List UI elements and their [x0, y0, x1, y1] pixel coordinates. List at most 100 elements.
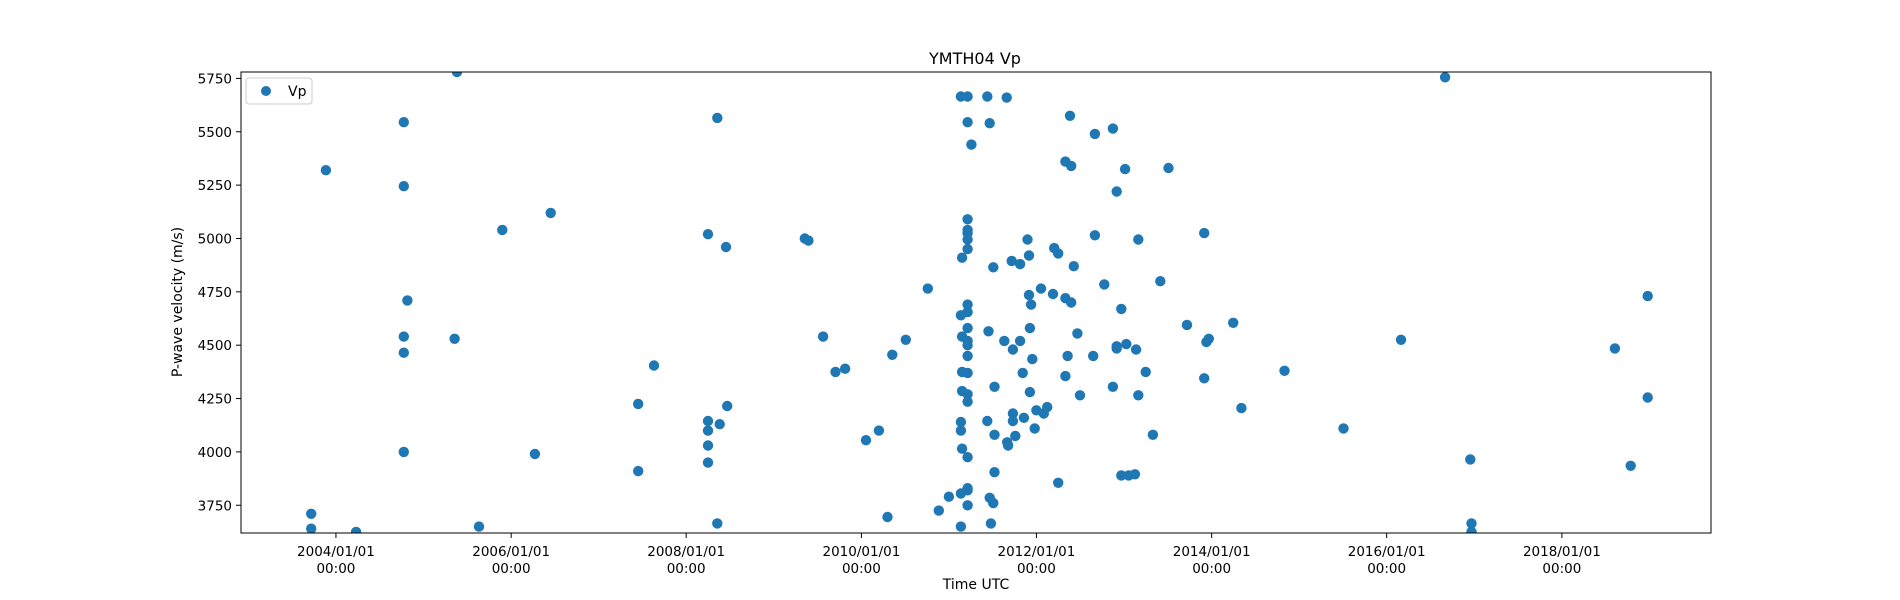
- data-point: [350, 526, 362, 533]
- data-point: [962, 243, 973, 255]
- data-point: [1147, 429, 1159, 440]
- data-point: [1439, 72, 1451, 83]
- data-point: [398, 331, 409, 342]
- data-point: [1053, 248, 1064, 259]
- data-point: [1088, 350, 1099, 362]
- legend-marker: [261, 86, 271, 96]
- y-tick-label: 4000: [198, 445, 232, 461]
- x-tick-label: 2004/01/01: [297, 544, 375, 560]
- data-point: [306, 523, 317, 533]
- data-point: [1024, 386, 1036, 398]
- data-point: [882, 511, 893, 523]
- data-point: [956, 443, 968, 454]
- data-point: [1064, 110, 1076, 122]
- data-point: [962, 117, 973, 128]
- data-point: [966, 139, 977, 150]
- data-point: [955, 416, 967, 428]
- data-point: [817, 331, 829, 342]
- y-tick-label: 4250: [198, 392, 232, 408]
- data-point: [398, 446, 409, 458]
- x-tick-label: 2014/01/01: [1173, 544, 1251, 560]
- data-point: [982, 91, 993, 102]
- data-point: [1027, 353, 1038, 365]
- chart-title: YMTH04 Vp: [928, 49, 1021, 68]
- data-point: [1107, 123, 1119, 134]
- y-tick-label: 4500: [198, 338, 232, 354]
- data-point: [1025, 299, 1037, 310]
- data-point: [1006, 255, 1017, 267]
- data-point: [900, 334, 911, 345]
- data-point: [1007, 415, 1019, 427]
- data-point: [398, 181, 409, 192]
- data-point: [320, 165, 332, 176]
- data-point: [633, 465, 644, 477]
- data-point: [1395, 334, 1407, 345]
- data-point: [962, 299, 973, 310]
- data-point: [1018, 412, 1030, 423]
- data-point: [839, 363, 851, 374]
- data-point: [933, 505, 944, 516]
- data-point: [962, 350, 973, 362]
- data-point: [398, 347, 409, 358]
- data-point: [1111, 186, 1122, 197]
- data-point: [943, 491, 955, 502]
- data-point: [1053, 477, 1064, 488]
- data-point: [1007, 408, 1019, 419]
- legend-label: Vp: [288, 84, 307, 100]
- data-point: [1035, 283, 1047, 294]
- data-point: [962, 322, 973, 334]
- data-point: [1014, 258, 1026, 270]
- data-point: [1466, 518, 1477, 529]
- x-tick-label: 2008/01/01: [647, 544, 725, 560]
- x-tick-sublabel: 00:00: [316, 561, 355, 577]
- data-point: [1155, 276, 1166, 287]
- data-point: [702, 425, 714, 436]
- data-point: [962, 91, 973, 102]
- data-point: [982, 415, 993, 427]
- data-point: [999, 335, 1010, 347]
- data-point: [1001, 92, 1012, 103]
- data-point: [1066, 297, 1077, 308]
- y-tick-label: 5250: [198, 178, 232, 194]
- data-point: [1140, 366, 1151, 378]
- data-point: [398, 117, 409, 128]
- data-point: [1279, 365, 1290, 376]
- data-point: [1017, 367, 1028, 379]
- data-point: [962, 234, 973, 245]
- data-point: [988, 262, 999, 273]
- data-point: [1066, 160, 1077, 172]
- data-point: [962, 306, 973, 318]
- data-point: [1060, 370, 1071, 382]
- data-point: [497, 224, 508, 236]
- data-point: [722, 400, 733, 412]
- data-point: [451, 72, 463, 78]
- data-point: [1089, 128, 1101, 140]
- plot-frame: [240, 71, 1712, 534]
- data-point: [1609, 343, 1621, 354]
- y-tick-label: 5500: [198, 125, 232, 141]
- data-point: [989, 467, 1000, 478]
- data-point: [1133, 390, 1144, 401]
- data-point: [1072, 328, 1083, 339]
- data-point: [985, 518, 997, 529]
- data-point: [1236, 402, 1247, 414]
- data-point: [1466, 526, 1477, 533]
- data-point: [712, 518, 723, 529]
- data-point: [402, 295, 413, 306]
- data-point: [1228, 317, 1239, 328]
- data-point: [1625, 460, 1636, 471]
- y-tick-label: 5000: [198, 231, 232, 247]
- x-tick-label: 2006/01/01: [472, 544, 550, 560]
- y-tick-label: 3750: [198, 498, 232, 514]
- data-point: [648, 360, 660, 371]
- data-point: [803, 235, 814, 246]
- data-point: [702, 440, 714, 451]
- data-point: [1642, 392, 1653, 403]
- data-point: [1130, 344, 1142, 355]
- data-point: [983, 326, 994, 337]
- data-point: [449, 333, 460, 344]
- data-point: [1024, 322, 1036, 334]
- data-point: [962, 340, 973, 351]
- data-point: [1465, 454, 1476, 465]
- y-axis: 3750 4000 4250 4500 4750 5000 5250 5500 5750: [198, 71, 241, 514]
